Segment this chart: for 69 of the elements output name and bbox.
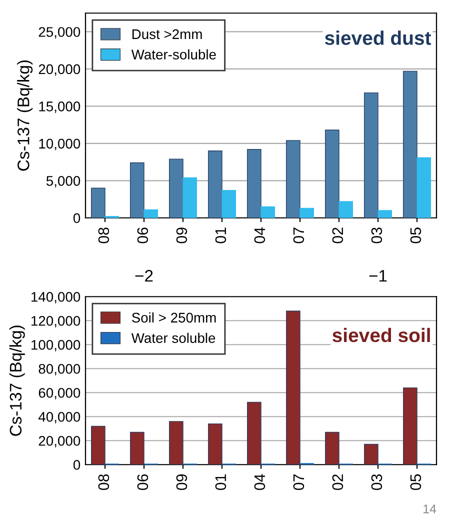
x-tick-label: 08 bbox=[98, 474, 110, 490]
bar bbox=[144, 209, 158, 218]
bar bbox=[247, 402, 262, 465]
x-tick-label: 07 bbox=[293, 474, 304, 490]
bar bbox=[208, 150, 222, 218]
y-tick-label: 40,000 bbox=[38, 412, 80, 424]
bar bbox=[286, 310, 300, 465]
bar bbox=[130, 162, 144, 218]
bar bbox=[325, 130, 340, 218]
x-tick-label: 07 bbox=[293, 228, 304, 244]
bar bbox=[247, 149, 262, 218]
y-axis-title: Cs-137 (Bq/kg) bbox=[17, 60, 33, 171]
bar bbox=[325, 432, 340, 465]
bar bbox=[378, 210, 392, 218]
bar bbox=[130, 432, 144, 465]
bar bbox=[208, 423, 222, 465]
y-tick-label: 0 bbox=[73, 213, 80, 224]
text: −1 bbox=[369, 270, 387, 282]
bar bbox=[182, 177, 197, 218]
y-tick-label: 10,000 bbox=[39, 138, 80, 150]
x-tick-label: 03 bbox=[371, 228, 382, 244]
text: −2 bbox=[135, 270, 153, 282]
bar bbox=[91, 426, 106, 465]
legend-label: Water soluble bbox=[131, 332, 216, 343]
y-tick-label: 0 bbox=[73, 460, 80, 470]
annotation: sieved dust bbox=[324, 30, 432, 45]
x-tick-label: 05 bbox=[410, 228, 422, 244]
x-tick-label: 05 bbox=[410, 474, 422, 490]
y-tick-label: 25,000 bbox=[38, 27, 80, 39]
x-tick-label: 09 bbox=[176, 228, 188, 244]
bar bbox=[169, 158, 184, 218]
y-tick-label: 80,000 bbox=[38, 364, 80, 376]
x-tick-label: 01 bbox=[215, 228, 226, 244]
bar bbox=[169, 421, 184, 465]
annotation: sieved soil bbox=[332, 328, 430, 342]
bar bbox=[403, 387, 418, 465]
bar bbox=[300, 208, 314, 218]
x-tick-label: 08 bbox=[98, 228, 110, 244]
bar bbox=[91, 188, 106, 218]
y-tick-label: 5,000 bbox=[46, 176, 80, 188]
legend-label: Water-soluble bbox=[131, 49, 216, 60]
x-tick-label: 02 bbox=[332, 228, 344, 244]
bar bbox=[364, 92, 378, 218]
x-tick-label: 02 bbox=[332, 474, 344, 490]
x-tick-label: 09 bbox=[176, 474, 188, 490]
x-tick-label: 04 bbox=[254, 227, 266, 244]
bar bbox=[364, 444, 378, 465]
y-tick-label: 140,000 bbox=[32, 292, 80, 304]
y-tick-label: 120,000 bbox=[32, 316, 80, 328]
bar bbox=[260, 206, 275, 218]
legend-label: Dust >2mm bbox=[132, 29, 202, 40]
x-tick-label: 03 bbox=[371, 474, 382, 490]
bar bbox=[416, 157, 431, 218]
x-tick-label: 01 bbox=[215, 474, 226, 490]
text: 14 bbox=[424, 504, 436, 514]
x-tick-label: 06 bbox=[137, 474, 148, 490]
bar bbox=[286, 140, 300, 218]
y-tick-label: 20,000 bbox=[38, 64, 80, 76]
y-tick-label: 60,000 bbox=[38, 388, 80, 400]
y-tick-label: 100,000 bbox=[32, 340, 80, 352]
x-tick-label: 06 bbox=[137, 228, 148, 244]
legend-label: Soil > 250mm bbox=[132, 312, 216, 323]
y-tick-label: 15,000 bbox=[39, 102, 80, 114]
bar bbox=[222, 190, 236, 218]
bar bbox=[338, 201, 353, 218]
y-tick-label: 20,000 bbox=[38, 436, 80, 448]
x-tick-label: 04 bbox=[254, 474, 266, 490]
y-axis-title: Cs-137 (Bq/kg) bbox=[9, 326, 25, 436]
bar bbox=[403, 70, 418, 218]
